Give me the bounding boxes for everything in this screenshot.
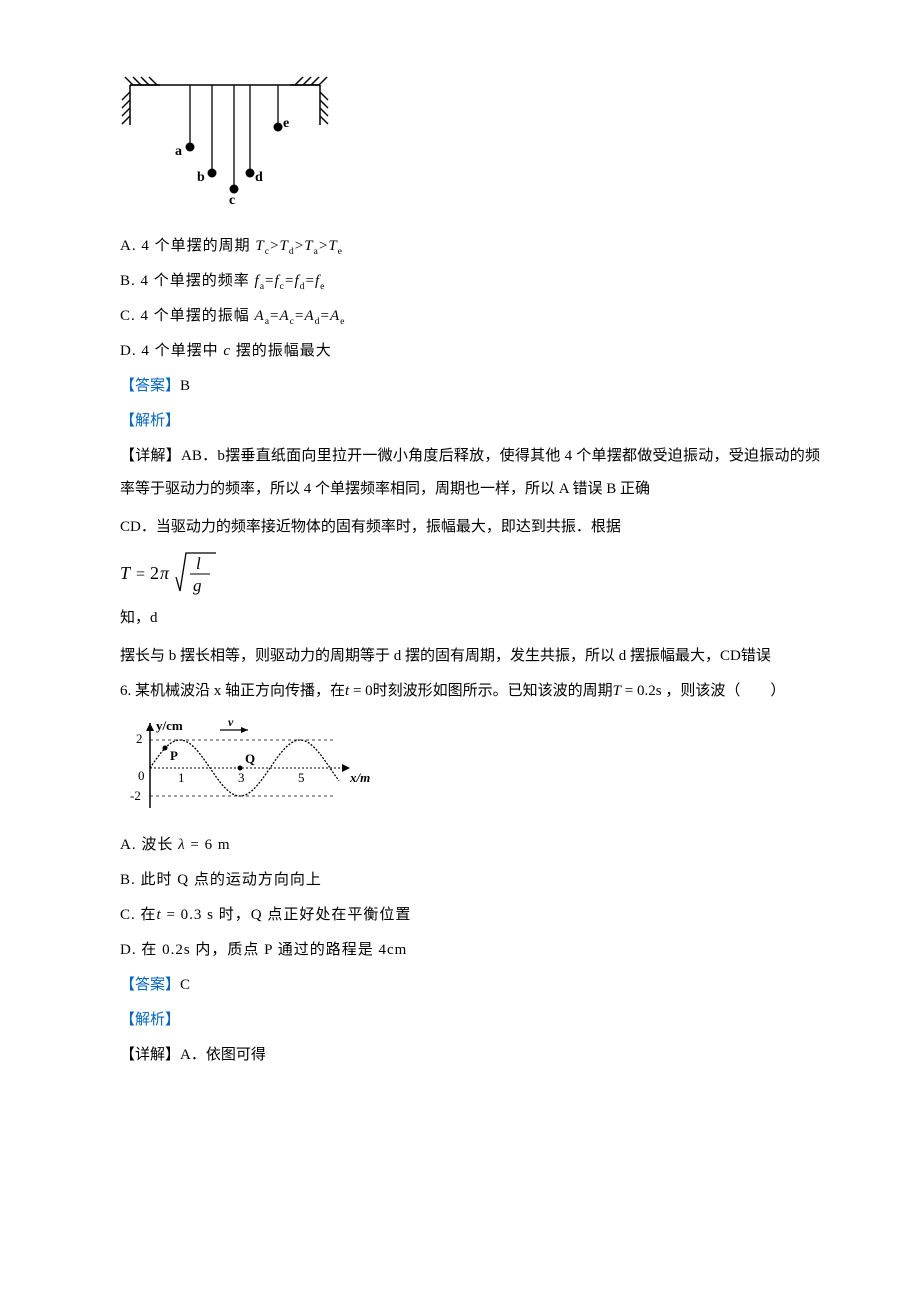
wave-svg: 2 -2 0 1 3 5 y/cm x/m P Q v [120,716,370,821]
svg-text:1: 1 [178,770,185,785]
detail-CD: CD．当驱动力的频率接近物体的固有频率时，振幅最大，即达到共振．根据 T = 2… [120,508,820,638]
answer-line-q5: 【答案】B [120,370,820,403]
svg-text:e: e [283,116,289,131]
analysis-line-q5: 【解析】 [120,405,820,438]
svg-text:v: v [228,716,234,729]
pendulum-diagram: ab c d e [120,65,820,220]
svg-text:2: 2 [150,563,159,583]
q6-stem: 6. 某机械波沿 x 轴正方向传播，在t = 0时刻波形如图所示。已知该波的周期… [120,675,820,708]
svg-text:π: π [160,563,170,583]
svg-text:=: = [136,566,145,583]
detail-q6-A: 【详解】A．依图可得 [120,1039,820,1072]
pendulum-group: ab c d e [175,85,289,208]
svg-text:0: 0 [138,768,145,783]
option-A: A. 4 个单摆的周期 Tc>Td>Ta>Te [120,230,820,263]
svg-text:d: d [255,170,263,185]
svg-text:b: b [197,170,205,185]
q6-option-C: C. 在t = 0.3 s 时，Q 点正好处在平衡位置 [120,899,820,932]
answer-line-q6: 【答案】C [120,969,820,1002]
right-support [290,77,328,125]
detail-AB: 【详解】AB．b摆垂直纸面向里拉开一微小角度后释放，使得其他 4 个单摆都做受迫… [120,440,820,506]
svg-text:P: P [170,748,178,763]
svg-text:Q: Q [245,751,255,766]
option-C: C. 4 个单摆的振幅 Aa=Ac=Ad=Ae [120,300,820,333]
svg-text:2: 2 [136,731,143,746]
q6-option-D: D. 在 0.2s 内，质点 P 通过的路程是 4cm [120,934,820,967]
q6-option-A: A. 波长 λ = 6 m [120,829,820,862]
svg-text:g: g [193,576,202,595]
detail-CD-2: 摆长与 b 摆长相等，则驱动力的周期等于 d 摆的固有周期，发生共振，所以 d … [120,640,820,673]
svg-text:x/m: x/m [349,770,370,785]
svg-text:c: c [229,193,235,208]
q6-option-B: B. 此时 Q 点的运动方向向上 [120,864,820,897]
svg-text:a: a [175,144,182,159]
svg-text:3: 3 [238,770,245,785]
analysis-line-q6: 【解析】 [120,1004,820,1037]
svg-text:l: l [196,554,201,573]
left-support [122,77,160,125]
svg-text:y/cm: y/cm [156,718,183,733]
pendulum-svg: ab c d e [120,65,340,220]
svg-text:-2: -2 [130,788,141,803]
svg-text:5: 5 [298,770,305,785]
option-D: D. 4 个单摆中 c 摆的振幅最大 [120,335,820,368]
option-B: B. 4 个单摆的频率 fa=fc=fd=fe [120,265,820,298]
period-formula: T = 2 π l g [120,547,220,599]
svg-text:T: T [120,563,132,583]
wave-diagram: 2 -2 0 1 3 5 y/cm x/m P Q v [120,716,820,821]
